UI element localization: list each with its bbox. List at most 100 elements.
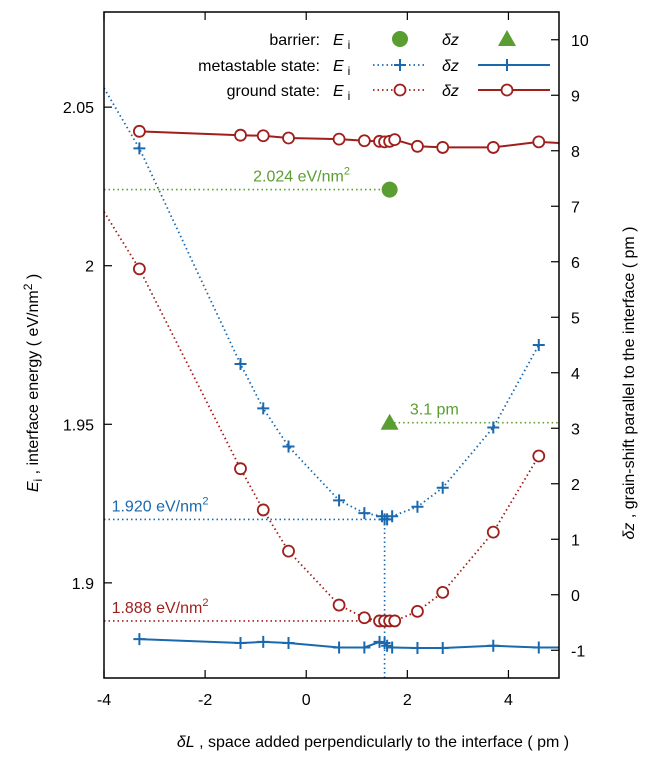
data-point [133, 633, 146, 646]
data-point [436, 585, 450, 599]
data-point [532, 135, 546, 149]
x-tick-label: -4 [97, 692, 111, 709]
data-point [256, 129, 270, 143]
y-left-axis-label: Ei , interface energy ( eV/nm2 ) [21, 274, 45, 492]
y-right-tick-label: 4 [571, 366, 580, 383]
annotation-label: 3.1 pm [410, 402, 459, 419]
y-left-symbol: E [25, 481, 42, 492]
data-point [373, 635, 386, 648]
legend-dz-marker [498, 30, 516, 46]
data-point [386, 510, 399, 523]
data-point [386, 641, 399, 654]
data-point [388, 133, 402, 147]
data-point [532, 449, 546, 463]
data-point [358, 507, 371, 520]
y-left-tick-label: 1.95 [63, 417, 94, 434]
annotation-text: 1.888 eV/nm [112, 600, 203, 617]
y-right-tick-label: 9 [571, 88, 580, 105]
data-point [411, 642, 424, 655]
data-point [333, 494, 346, 507]
data-point [357, 611, 371, 625]
series-1 [103, 211, 546, 628]
data-point [332, 598, 346, 612]
legend-ei-symbol: E [333, 83, 344, 100]
x-tick-label: -2 [198, 692, 212, 709]
x-axis-label: δL , space added perpendicularly to the … [177, 734, 569, 751]
y-right-tick-label: 8 [571, 144, 580, 161]
data-point [257, 635, 270, 648]
data-point [487, 639, 500, 652]
y-right-tick-label: -1 [571, 643, 585, 660]
data-point [358, 641, 371, 654]
annotation-label: 1.888 eV/nm2 [112, 597, 209, 617]
legend-ei-symbol: E [333, 32, 344, 49]
data-point [133, 142, 146, 155]
legend-ei-sub: i [348, 89, 351, 103]
y-right-tick-label: 2 [571, 477, 580, 494]
data-point [411, 605, 424, 618]
data-point [234, 462, 247, 476]
data-point [282, 637, 295, 650]
legend-ei-marker [393, 83, 407, 97]
data-point [436, 642, 449, 655]
legend-dz-marker [500, 83, 514, 97]
data-point [132, 262, 146, 276]
data-point [333, 641, 346, 654]
annotation-sup: 2 [202, 597, 208, 609]
data-point [486, 525, 500, 539]
y-left-tick-label: 2.05 [63, 100, 94, 117]
data-point [378, 637, 391, 650]
data-point [257, 402, 270, 415]
y-right-tick-label: 6 [571, 255, 580, 272]
data-point [388, 614, 402, 628]
y-right-symbol: δz [621, 523, 638, 540]
data-point [282, 131, 295, 145]
y-left-sub: i [31, 479, 45, 482]
annotation-label: 2.024 eV/nm2 [253, 166, 350, 186]
legend-label: metastable state: [198, 58, 320, 75]
data-point [234, 128, 247, 142]
legend-ei-sub: i [348, 38, 351, 52]
series-5 [132, 124, 560, 154]
legend-ei-sub: i [348, 64, 351, 78]
data-point [486, 141, 500, 154]
y-left-text: , interface energy ( eV/nm [25, 290, 42, 479]
x-tick-label: 0 [302, 692, 311, 709]
legend-label: ground state: [227, 83, 320, 100]
y-right-text: , grain-shift parallel to the interface … [621, 226, 638, 522]
annotation-sup: 2 [344, 166, 350, 178]
data-point [532, 641, 545, 654]
y-right-tick-label: 7 [571, 199, 580, 216]
data-point [256, 503, 270, 517]
y-left-tick-label: 2 [85, 259, 94, 276]
legend-dz-label: δz [442, 83, 459, 100]
data-point [380, 413, 399, 430]
legend-ei-marker [392, 31, 408, 47]
data-point [282, 440, 295, 453]
axis-ticks: -4 -2 0 2 4 1.9 1.95 2 2.05 -1 0 1 2 3 4 5 6 7 8 9 10 [63, 12, 589, 709]
series-line [103, 87, 540, 521]
y-left-sup: 2 [21, 283, 35, 290]
data-point [234, 358, 247, 371]
data-series [103, 87, 560, 655]
y-right-tick-label: 3 [571, 421, 580, 438]
series-0 [103, 87, 545, 526]
data-point [234, 637, 247, 650]
data-point [381, 639, 394, 652]
data-point [411, 139, 424, 153]
data-point [436, 481, 449, 494]
annotation-text: 1.920 eV/nm [112, 498, 203, 515]
data-point [487, 421, 500, 434]
y-right-tick-label: 10 [571, 33, 589, 50]
x-axis-text: , space added perpendicularly to the int… [195, 734, 569, 751]
legend-dz-label: δz [442, 58, 459, 75]
annotation-text: 2.024 eV/nm [253, 169, 344, 186]
